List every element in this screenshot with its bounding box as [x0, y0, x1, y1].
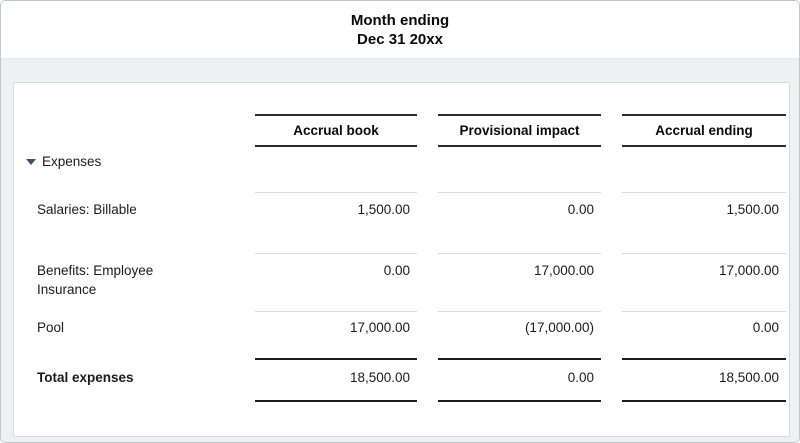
report-period-date: Dec 31 20xx [357, 31, 443, 48]
table-row: Benefits: Employee Insurance 0.00 17,000… [14, 253, 789, 311]
collapse-caret-icon [26, 159, 36, 165]
total-amount-cell: 0.00 [438, 358, 601, 402]
table-row: Salaries: Billable 1,500.00 0.00 1,500.0… [14, 192, 789, 253]
amount-cell: 17,000.00 [438, 253, 601, 311]
group-row-expenses: Expenses [14, 147, 789, 192]
report-title-block: Month ending Dec 31 20xx [1, 1, 799, 59]
amount-cell: 1,500.00 [622, 192, 786, 253]
amount-cell: 0.00 [438, 192, 601, 253]
report-page-background: Accrual book Provisional impact Accrual … [1, 59, 799, 442]
row-label: Benefits: Employee Insurance [37, 263, 154, 297]
amount-cell: (17,000.00) [438, 311, 601, 358]
group-label: Expenses [42, 154, 102, 169]
expenses-group-toggle[interactable]: Expenses [24, 147, 234, 192]
amount-cell: 0.00 [255, 253, 417, 311]
column-header-provisional-impact: Provisional impact [438, 114, 601, 147]
row-label: Salaries: Billable [37, 202, 137, 217]
report-card: Accrual book Provisional impact Accrual … [13, 82, 790, 437]
table-row: Pool 17,000.00 (17,000.00) 0.00 [14, 311, 789, 358]
total-row-label: Total expenses [37, 370, 134, 385]
row-label: Pool [37, 320, 65, 335]
column-header-row: Accrual book Provisional impact Accrual … [14, 83, 789, 147]
total-row: Total expenses 18,500.00 0.00 18,500.00 [14, 358, 789, 404]
amount-cell: 0.00 [622, 311, 786, 358]
total-amount-cell: 18,500.00 [255, 358, 417, 402]
column-header-accrual-ending: Accrual ending [622, 114, 786, 147]
total-amount-cell: 18,500.00 [622, 358, 786, 402]
amount-cell: 1,500.00 [255, 192, 417, 253]
amount-cell: 17,000.00 [255, 311, 417, 358]
column-header-spacer [24, 114, 234, 147]
amount-cell: 17,000.00 [622, 253, 786, 311]
report-period-title: Month ending [350, 12, 450, 29]
card-bottom-spacer [14, 404, 789, 436]
column-header-accrual-book: Accrual book [255, 114, 417, 147]
